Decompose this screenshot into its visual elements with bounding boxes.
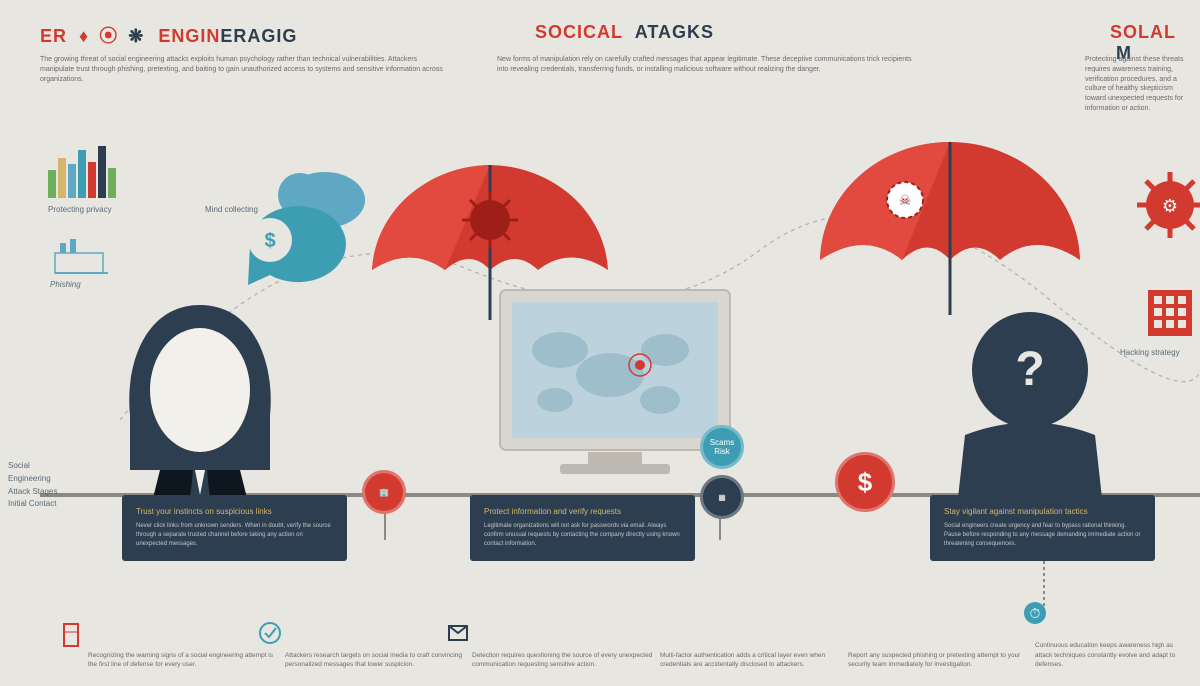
caption-box-left: Trust your instincts on suspicious links… <box>122 495 347 561</box>
caption-center-body: Legitimate organizations will not ask fo… <box>484 522 681 549</box>
svg-text:⏱: ⏱ <box>1030 605 1041 621</box>
footer-icon-0 <box>60 620 82 650</box>
svg-text:?: ? <box>1015 343 1044 396</box>
caption-right-body: Social engineers create urgency and fear… <box>944 522 1141 549</box>
footer-col-1: Attackers research targets on social med… <box>285 651 475 671</box>
svg-text:☠: ☠ <box>899 192 912 208</box>
virus-gear-icon: ⚙ <box>1135 170 1200 240</box>
footer-col-5: Continuous education keeps awareness hig… <box>1035 641 1185 670</box>
footer-col-4: Report any suspected phishing or pretext… <box>848 651 1038 671</box>
badge-building: 🏢 <box>362 470 406 514</box>
footer-icon-5: ⏱ <box>1022 600 1048 626</box>
caption-right-title: Stay vigilant against manipulation tacti… <box>944 507 1141 516</box>
svg-text:⚙: ⚙ <box>1162 196 1178 216</box>
caption-left-body: Never click links from unknown senders. … <box>136 522 333 549</box>
caption-left-title: Trust your instincts on suspicious links <box>136 507 333 516</box>
mini-bar-chart-icon <box>48 140 138 200</box>
label-footer-far-left: Social Engineering Attack Stages Initial… <box>8 460 68 511</box>
badge-scams: Scams Risk <box>700 425 744 469</box>
footer-col-3: Multi-factor authentication adds a criti… <box>660 651 850 671</box>
label-collect: Mind collecting <box>205 205 258 214</box>
caption-box-right: Stay vigilant against manipulation tacti… <box>930 495 1155 561</box>
svg-text:$: $ <box>264 230 275 252</box>
badge-dollar: $ <box>835 452 895 512</box>
caption-center-title: Protect information and verify requests <box>484 507 681 516</box>
footer-icon-1 <box>257 620 283 650</box>
caption-box-center: Protect information and verify requests … <box>470 495 695 561</box>
label-hack: Hacking strategy <box>1120 348 1200 357</box>
badge-grid: ▦ <box>700 475 744 519</box>
building-icon <box>1140 280 1200 340</box>
label-phishing: Phishing <box>50 280 81 289</box>
speech-bubbles-icon: $ <box>190 145 370 285</box>
label-protect: Protecting privacy <box>48 205 112 214</box>
factory-icon <box>50 235 110 275</box>
footer-col-2: Detection requires questioning the sourc… <box>472 651 662 671</box>
footer-icon-2 <box>445 620 471 650</box>
footer-col-0: Recognizing the warning signs of a socia… <box>88 651 278 671</box>
